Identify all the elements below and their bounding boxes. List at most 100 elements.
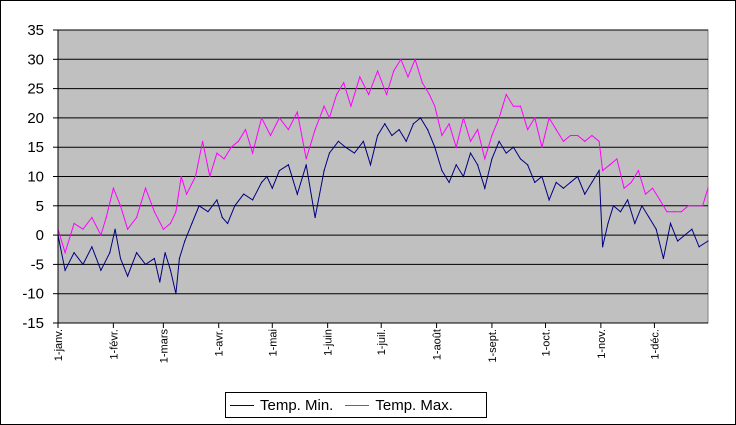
data-point [584,193,586,195]
data-point [484,187,486,189]
data-point [677,240,679,242]
data-point [377,70,379,72]
data-point [384,123,386,125]
data-point [175,211,177,213]
data-point [344,146,347,148]
data-point [252,152,254,154]
data-point [362,140,364,142]
data-point [337,140,339,142]
data-point [634,222,636,224]
y-tick-label: 5 [36,198,44,215]
data-point [227,222,229,224]
data-point [684,234,686,236]
data-point [244,129,247,131]
data-point [694,205,697,207]
data-point [184,240,186,242]
data-point [287,129,289,131]
data-point [207,211,209,213]
x-tick-label: 1-déc. [649,329,661,360]
data-point [271,187,273,189]
data-point [278,170,281,172]
data-point [135,216,138,219]
data-point [462,117,464,119]
data-point [666,211,668,213]
data-point [612,205,614,207]
data-point [441,170,443,172]
data-point [477,129,479,131]
x-tick-label: 1-févr. [108,329,120,360]
data-point [448,123,450,125]
data-point [702,205,704,207]
data-point [428,93,431,96]
data-point [64,269,66,271]
data-point [598,140,600,142]
data-point [64,252,66,254]
x-tick-label: 1-sept. [487,329,499,363]
data-point [623,187,625,189]
data-point [114,228,116,230]
data-point [328,117,331,119]
data-point [421,82,423,84]
data-point [385,93,388,96]
data-point [191,222,193,224]
data-point [216,152,218,154]
data-point [178,257,181,260]
data-point [287,164,289,166]
data-point [73,222,75,224]
x-tick-label: 1-mai [267,329,279,357]
data-point [127,228,129,230]
data-point [534,181,536,183]
data-point [202,140,204,142]
data-point [260,181,263,183]
data-point [652,187,654,189]
data-point [221,216,223,219]
data-point [577,175,579,178]
data-point [602,170,604,172]
x-tick-label: 1-oct. [541,329,553,357]
x-tick-label: 1-juil. [376,329,388,355]
y-tick-label: 15 [27,139,44,156]
x-tick-label: 1-janv. [53,329,65,361]
data-point [641,205,643,207]
data-point [305,164,307,166]
data-point [505,93,507,96]
data-point [469,152,472,154]
data-point [455,164,457,166]
data-point [562,187,564,189]
data-point [607,222,609,224]
y-tick-label: 20 [27,110,44,127]
data-point [414,58,416,60]
data-point [491,158,493,160]
data-point [369,164,372,166]
data-point [216,199,218,201]
data-point [314,129,316,131]
data-point [427,129,429,131]
data-point [359,76,361,78]
data-point [687,205,689,207]
data-point [169,222,172,224]
data-point [105,216,107,219]
data-point [673,211,675,213]
data-point [266,175,268,178]
data-point [680,211,682,213]
y-tick-label: -5 [31,256,44,273]
data-point [159,281,161,283]
data-point [119,257,122,260]
data-point [562,140,564,142]
data-point [484,158,486,160]
series-min [57,117,709,295]
data-point [659,199,661,201]
data-point [434,146,436,148]
data-point [109,252,111,254]
data-point [637,170,639,172]
data-point [100,269,102,271]
data-point [353,152,356,154]
data-point [448,181,450,183]
data-point [398,129,400,131]
y-tick-label: 25 [27,81,44,98]
data-point [541,175,543,178]
y-tick-label: 10 [27,169,44,186]
data-point [441,134,443,137]
data-point [377,134,379,137]
data-point [548,117,550,119]
